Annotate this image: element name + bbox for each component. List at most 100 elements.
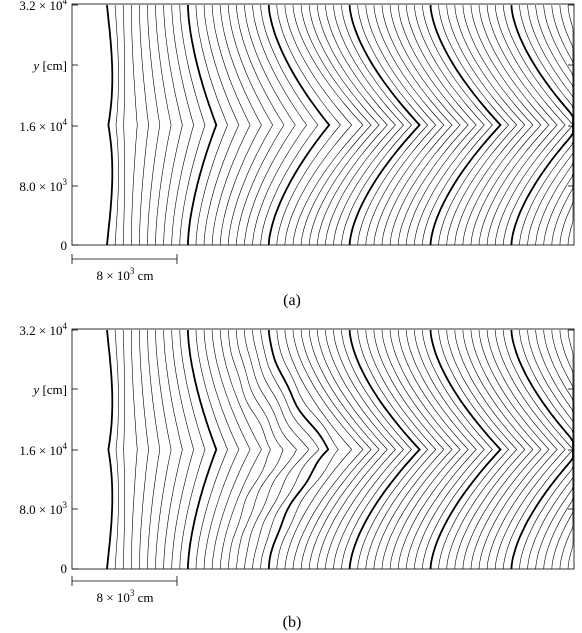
panel-a-ylabel: y [cm] — [31, 58, 67, 73]
front-curve — [510, 329, 574, 570]
front-curve — [462, 329, 534, 570]
front-curve — [139, 330, 149, 569]
front-curve — [429, 4, 502, 246]
panel-b: 3.2 × 104 y [cm] 1.6 × 104 8.0 × 103 0 8… — [19, 321, 575, 631]
panel-a-ytick-label-8000: 8.0 × 103 — [19, 177, 67, 194]
front-curve — [405, 4, 477, 246]
front-curve — [187, 329, 218, 570]
front-curve — [267, 329, 330, 570]
panel-a-curves — [106, 4, 574, 246]
front-curve — [163, 4, 183, 246]
front-curve — [106, 329, 114, 570]
front-curve — [446, 4, 518, 246]
front-curve — [211, 329, 251, 570]
front-curve — [422, 329, 493, 570]
front-curve — [219, 329, 262, 570]
panel-b-ytick-label-32000: 3.2 × 104 — [19, 321, 67, 338]
front-curve — [300, 4, 372, 246]
front-curve — [348, 329, 421, 570]
front-curve — [276, 329, 339, 570]
front-curve — [446, 329, 518, 570]
front-curve — [244, 4, 296, 246]
front-curve — [252, 4, 307, 246]
front-curve — [494, 4, 566, 246]
panel-a-ytick-label-32000: 3.2 × 104 — [19, 0, 67, 13]
front-curve — [267, 4, 331, 246]
front-curve — [454, 4, 526, 246]
panel-b-ytick-label-0: 0 — [61, 561, 68, 576]
front-curve — [381, 329, 453, 570]
front-curve — [139, 5, 149, 245]
front-curve — [527, 329, 574, 570]
panel-a-scale-label: 8 × 103 cm — [97, 266, 154, 283]
front-curve — [114, 4, 119, 246]
front-curve — [478, 4, 550, 246]
front-curve — [211, 4, 251, 246]
front-curve — [397, 329, 469, 570]
front-curve — [114, 329, 119, 570]
front-curve — [325, 329, 396, 570]
front-curve — [365, 4, 437, 246]
front-curve — [236, 329, 284, 570]
front-curve — [179, 4, 206, 246]
front-curve — [543, 4, 574, 246]
panel-a-ytick-label-16000: 1.6 × 104 — [19, 117, 67, 134]
panel-b-scale-label: 8 × 103 cm — [97, 588, 154, 605]
front-curve — [373, 329, 445, 570]
front-curve — [527, 4, 574, 246]
front-curve — [494, 329, 566, 570]
panel-b-ytick-label-16000: 1.6 × 104 — [19, 441, 67, 458]
front-curve — [429, 329, 502, 570]
front-curve — [486, 329, 558, 570]
front-curve — [187, 4, 218, 246]
front-curve — [171, 4, 195, 246]
front-curve — [163, 329, 183, 570]
front-curve — [503, 329, 574, 570]
front-curve — [405, 329, 477, 570]
front-curve — [333, 329, 404, 570]
front-curve — [300, 329, 372, 570]
front-curve — [203, 4, 240, 246]
panel-a-scale-bar — [71, 254, 178, 264]
front-curve — [414, 329, 485, 570]
front-curve — [333, 4, 404, 246]
front-curve — [341, 329, 412, 570]
front-curve — [478, 329, 550, 570]
front-curve — [317, 329, 388, 570]
front-curve — [365, 329, 437, 570]
front-curve — [389, 329, 461, 570]
front-curve — [276, 4, 341, 246]
front-curve — [454, 329, 526, 570]
front-curve — [543, 329, 574, 570]
front-curve — [171, 329, 195, 570]
front-curve — [106, 4, 114, 246]
panel-b-frame — [71, 328, 575, 570]
front-curve — [510, 4, 574, 246]
front-curve — [284, 4, 353, 246]
front-curve — [147, 329, 161, 570]
front-curve — [203, 329, 240, 570]
panel-b-scale-bar — [71, 576, 178, 586]
front-curve — [147, 4, 161, 246]
front-curve — [357, 4, 429, 246]
front-curve — [348, 4, 421, 246]
front-curve — [292, 329, 364, 570]
panel-a-frame — [71, 3, 575, 246]
front-curve — [260, 329, 320, 570]
front-curve — [260, 4, 319, 246]
front-curve — [228, 4, 274, 246]
front-curve — [373, 4, 445, 246]
front-curve — [567, 4, 574, 246]
front-curve — [357, 329, 429, 570]
front-curve — [308, 329, 380, 570]
front-curve — [503, 4, 574, 246]
front-curve — [567, 329, 574, 570]
front-curve — [236, 4, 285, 246]
front-curve — [155, 329, 172, 570]
panel-a-caption: (a) — [283, 292, 301, 309]
front-curve — [470, 329, 542, 570]
front-curve — [317, 4, 388, 246]
front-curve — [308, 4, 380, 246]
front-curve — [195, 4, 228, 246]
